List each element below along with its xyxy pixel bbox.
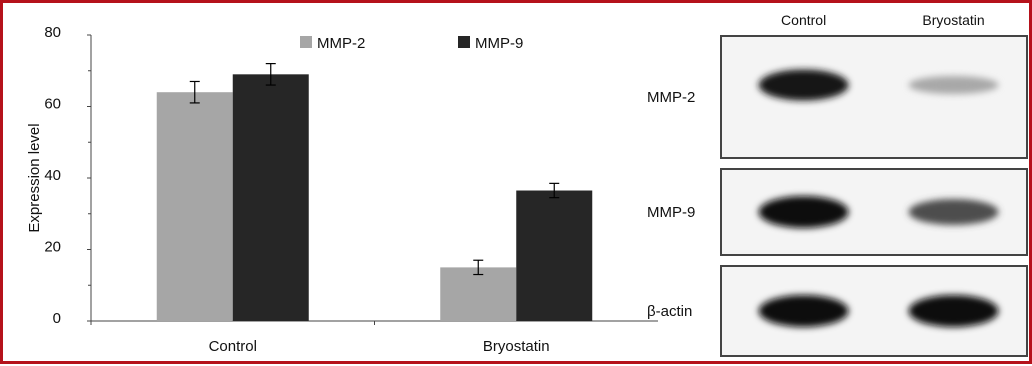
bar-mmp-2-bryostatin <box>440 267 517 321</box>
x-tick-label: Control <box>209 338 257 355</box>
y-tick-label: 20 <box>44 239 61 256</box>
blot-band-actin-control <box>758 295 849 327</box>
blot-band-mmp9-bryostatin <box>908 199 999 225</box>
blot-row-label: MMP-9 <box>647 204 695 221</box>
blot-column-label: Control <box>781 12 826 28</box>
blot-band-mmp2-control <box>758 69 849 101</box>
y-axis-label: Expression level <box>26 123 43 232</box>
blot-row-label: MMP-2 <box>647 89 695 106</box>
blot-column-label: Bryostatin <box>922 12 984 28</box>
western-blot: Control Bryostatin MMP-2 MMP-9 β-actin <box>647 12 1028 357</box>
bar-mmp-9-bryostatin <box>516 190 593 321</box>
y-tick-label: 0 <box>53 310 61 327</box>
blot-row-label: β-actin <box>647 303 692 320</box>
y-tick-label: 80 <box>44 24 61 41</box>
blot-band-mmp2-bryostatin <box>908 76 999 94</box>
legend-swatch-mmp-2 <box>300 36 312 48</box>
legend-label: MMP-2 <box>317 35 365 52</box>
legend-label: MMP-9 <box>475 35 523 52</box>
blot-band-mmp9-control <box>758 196 849 228</box>
bar-mmp-2-control <box>156 92 233 321</box>
figure: 0 20 40 60 80 Expression level Control Bryostat… <box>26 12 1028 357</box>
bar-mmp-9-control <box>232 74 309 321</box>
y-tick-label: 60 <box>44 96 61 113</box>
blot-panel <box>720 35 1028 159</box>
y-tick-label: 40 <box>44 167 61 184</box>
blot-band-actin-bryostatin <box>908 295 999 327</box>
legend-swatch-mmp-9 <box>458 36 470 48</box>
x-tick-label: Bryostatin <box>483 338 550 355</box>
bar-chart: 0 20 40 60 80 Expression level Control Bryostat… <box>26 24 658 355</box>
